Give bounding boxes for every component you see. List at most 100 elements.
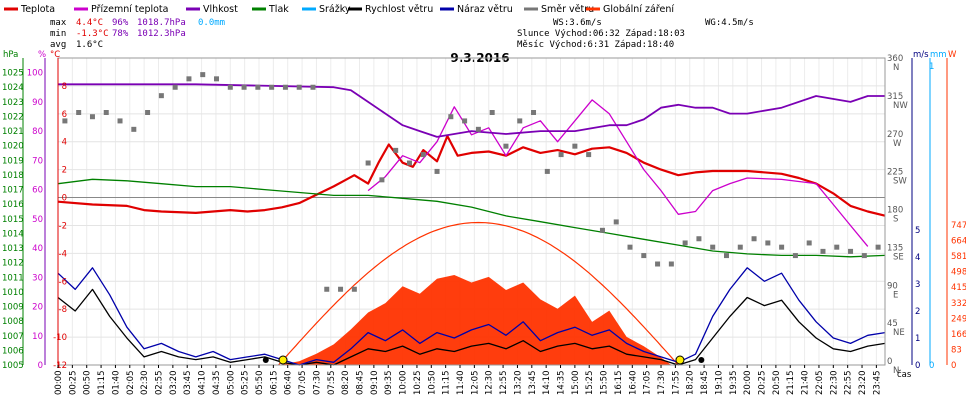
x-tick-label: 01:40 bbox=[111, 371, 121, 396]
rad-tick: 498 bbox=[951, 268, 966, 278]
wind-dir-point bbox=[599, 227, 605, 233]
wind-dir-point bbox=[517, 118, 523, 124]
dir-tick-value: 270 bbox=[887, 130, 903, 140]
dir-tick-name: W bbox=[893, 139, 902, 149]
celsius-tick: -4 bbox=[59, 249, 67, 259]
x-tick-label: 23:45 bbox=[872, 371, 882, 396]
wind-dir-point bbox=[586, 152, 592, 158]
wind-dir-point bbox=[269, 84, 275, 90]
x-tick-label: 21:40 bbox=[801, 371, 811, 396]
wind-dir-point bbox=[861, 253, 867, 259]
dir-tick-name: NW bbox=[893, 101, 908, 111]
stat-avg-label: avg bbox=[50, 40, 66, 50]
celsius-tick: 6 bbox=[62, 110, 67, 120]
x-tick-label: 18:45 bbox=[700, 371, 710, 396]
x-tick-label: 01:15 bbox=[97, 371, 107, 396]
pct-tick: 30 bbox=[32, 273, 43, 283]
x-tick-label: 11:15 bbox=[442, 371, 452, 396]
series-4 bbox=[57, 288, 886, 366]
rad-tick: 249 bbox=[951, 314, 966, 324]
wind-dir-point bbox=[324, 286, 330, 292]
wind-dir-point bbox=[365, 160, 371, 166]
x-tick-label: 11:40 bbox=[456, 371, 466, 396]
stats-block: max 4.4°C 96% 1018.7hPa 0.0mm min -1.3°C… bbox=[50, 18, 225, 50]
x-tick-label: 14:10 bbox=[542, 371, 552, 396]
celsius-tick: 4 bbox=[62, 138, 67, 148]
wind-dir-point bbox=[200, 72, 206, 78]
hpa-tick: 1011 bbox=[2, 273, 24, 283]
dir-tick-name: N bbox=[893, 366, 899, 376]
wind-axis-label: m/s bbox=[913, 50, 929, 60]
x-tick-label: 10:00 bbox=[399, 371, 409, 396]
legend-label-3: Tlak bbox=[268, 4, 289, 15]
info-sun: Slunce Východ:06:32 Západ:18:03 bbox=[517, 29, 685, 39]
series-2 bbox=[58, 83, 885, 138]
legend-label-5: Rychlost větru bbox=[365, 4, 433, 15]
pct-tick: 80 bbox=[32, 127, 43, 137]
series-0 bbox=[57, 135, 886, 217]
hpa-tick: 1006 bbox=[2, 346, 24, 356]
wind-dir-point bbox=[765, 240, 771, 246]
wind-dir-point bbox=[351, 286, 357, 292]
wind-dir-point bbox=[434, 168, 440, 174]
wind-dir-point bbox=[489, 110, 495, 115]
dir-tick-name: N bbox=[893, 63, 899, 73]
x-tick-label: 09:10 bbox=[370, 371, 380, 396]
dir-tick-value: 90 bbox=[887, 281, 898, 291]
rain-tick: 1 bbox=[929, 62, 934, 72]
x-tick-label: 10:50 bbox=[427, 371, 437, 396]
stat-avg-temp: 1.6°C bbox=[76, 40, 103, 50]
rad-axis-label: W bbox=[948, 50, 957, 60]
hpa-tick: 1014 bbox=[2, 229, 24, 239]
celsius-tick: 2 bbox=[62, 166, 67, 176]
stat-max-temp: 4.4°C bbox=[76, 18, 103, 28]
stat-max-hum: 96% bbox=[112, 18, 129, 28]
wind-dir-point bbox=[655, 261, 661, 267]
rad-tick: 332 bbox=[951, 299, 966, 309]
stat-min-press: 1012.3hPa bbox=[137, 29, 186, 39]
dir-tick-value: 0 bbox=[887, 357, 892, 367]
celsius-tick: 0 bbox=[62, 194, 67, 204]
rad-tick: 747 bbox=[951, 221, 966, 231]
x-tick-label: 15:50 bbox=[600, 371, 610, 396]
wind-dir-point bbox=[613, 219, 619, 225]
x-tick-label: 14:35 bbox=[557, 371, 567, 396]
wind-dir-point bbox=[668, 261, 674, 267]
info-wg: WG:4.5m/s bbox=[705, 18, 754, 28]
x-tick-label: 19:35 bbox=[729, 371, 739, 396]
x-tick-label: 12:05 bbox=[470, 371, 480, 396]
x-tick-label: 06:15 bbox=[269, 371, 279, 396]
x-tick-label: 05:00 bbox=[226, 371, 236, 396]
hpa-tick: 1010 bbox=[2, 288, 24, 298]
legend-label-7: Směr větru bbox=[541, 4, 594, 15]
dir-tick-value: 315 bbox=[887, 92, 903, 102]
x-tick-label: 21:15 bbox=[786, 371, 796, 396]
dir-tick-value: 135 bbox=[887, 243, 903, 253]
wind-tick: 0 bbox=[915, 361, 920, 371]
x-tick-label: 12:55 bbox=[499, 371, 509, 396]
celsius-tick: -10 bbox=[53, 333, 67, 343]
x-tick-label: 12:30 bbox=[485, 371, 495, 395]
hpa-tick: 1013 bbox=[2, 244, 24, 254]
rad-tick: 581 bbox=[951, 252, 966, 262]
radiation-area bbox=[278, 221, 679, 366]
x-tick-label: 22:05 bbox=[815, 371, 825, 396]
wind-dir-point bbox=[696, 236, 702, 242]
hpa-tick: 1025 bbox=[2, 69, 24, 79]
x-tick-label: 16:40 bbox=[628, 371, 638, 396]
stat-max-rain: 0.0mm bbox=[198, 18, 225, 28]
wind-dir-point bbox=[820, 248, 826, 254]
wind-tick: 1 bbox=[915, 334, 920, 344]
wind-dir-point bbox=[255, 84, 261, 90]
x-tick-label: 20:00 bbox=[743, 371, 753, 396]
celsius-tick: -8 bbox=[59, 305, 67, 315]
wind-dir-point bbox=[131, 126, 137, 132]
sunrise-marker bbox=[278, 355, 288, 365]
wind-dir-point bbox=[682, 240, 688, 246]
x-tick-label: 15:25 bbox=[585, 371, 595, 396]
x-tick-label: 03:45 bbox=[183, 371, 193, 396]
wind-dir-point bbox=[117, 118, 123, 124]
pct-tick: 10 bbox=[32, 332, 43, 342]
hpa-tick: 1022 bbox=[2, 112, 24, 122]
